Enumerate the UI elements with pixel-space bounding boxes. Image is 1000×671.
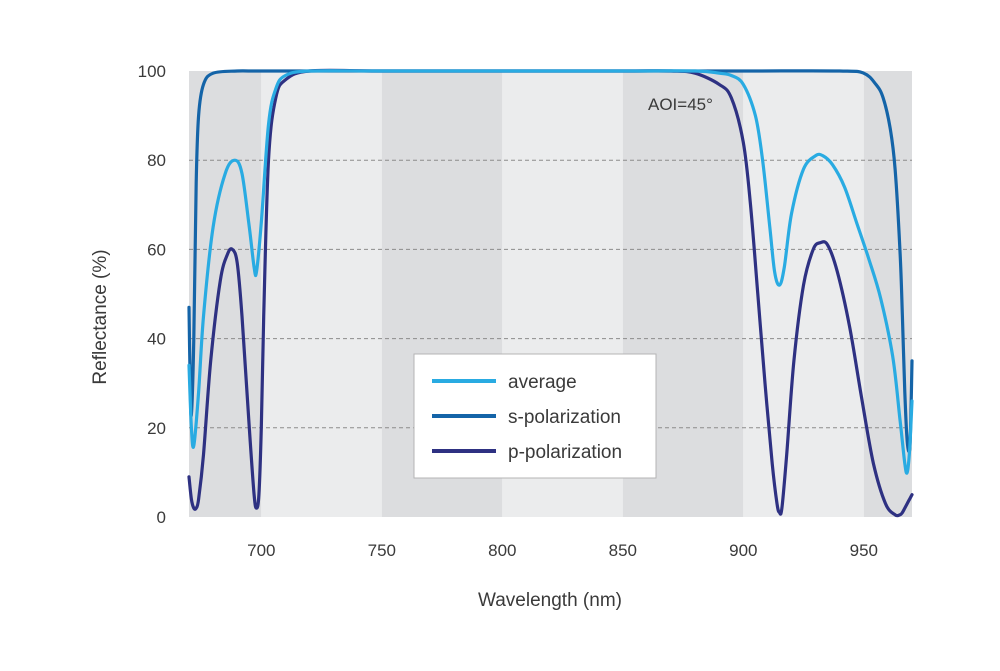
band-700 [261,71,382,517]
legend: average s-polarization p-polarization [413,353,657,479]
y-tick-100: 100 [138,62,166,81]
y-axis-title: Reflectance (%) [90,249,111,384]
legend-label-s-polarization: s-polarization [508,407,621,428]
y-tick-60: 60 [147,240,166,259]
x-tick-900: 900 [729,541,757,560]
x-tick-700: 700 [247,541,275,560]
x-tick-950: 950 [850,541,878,560]
y-tick-20: 20 [147,419,166,438]
annotation-aoi: AOI=45° [648,95,713,114]
series-line-p-polarization [187,68,914,518]
x-tick-800: 800 [488,541,516,560]
y-tick-0: 0 [157,508,166,527]
y-tick-labels: 0 20 40 60 80 100 [138,62,166,527]
legend-label-p-polarization: p-polarization [508,442,622,463]
x-tick-750: 750 [368,541,396,560]
grid-lines [189,159,912,429]
legend-label-average: average [508,372,577,393]
y-tick-40: 40 [147,330,166,349]
series-line-average [187,69,914,475]
x-tick-850: 850 [609,541,637,560]
x-axis-title: Wavelength (nm) [478,590,622,611]
series-lines [187,68,914,518]
y-tick-80: 80 [147,151,166,170]
x-tick-labels: 700 750 800 850 900 950 [247,541,878,560]
